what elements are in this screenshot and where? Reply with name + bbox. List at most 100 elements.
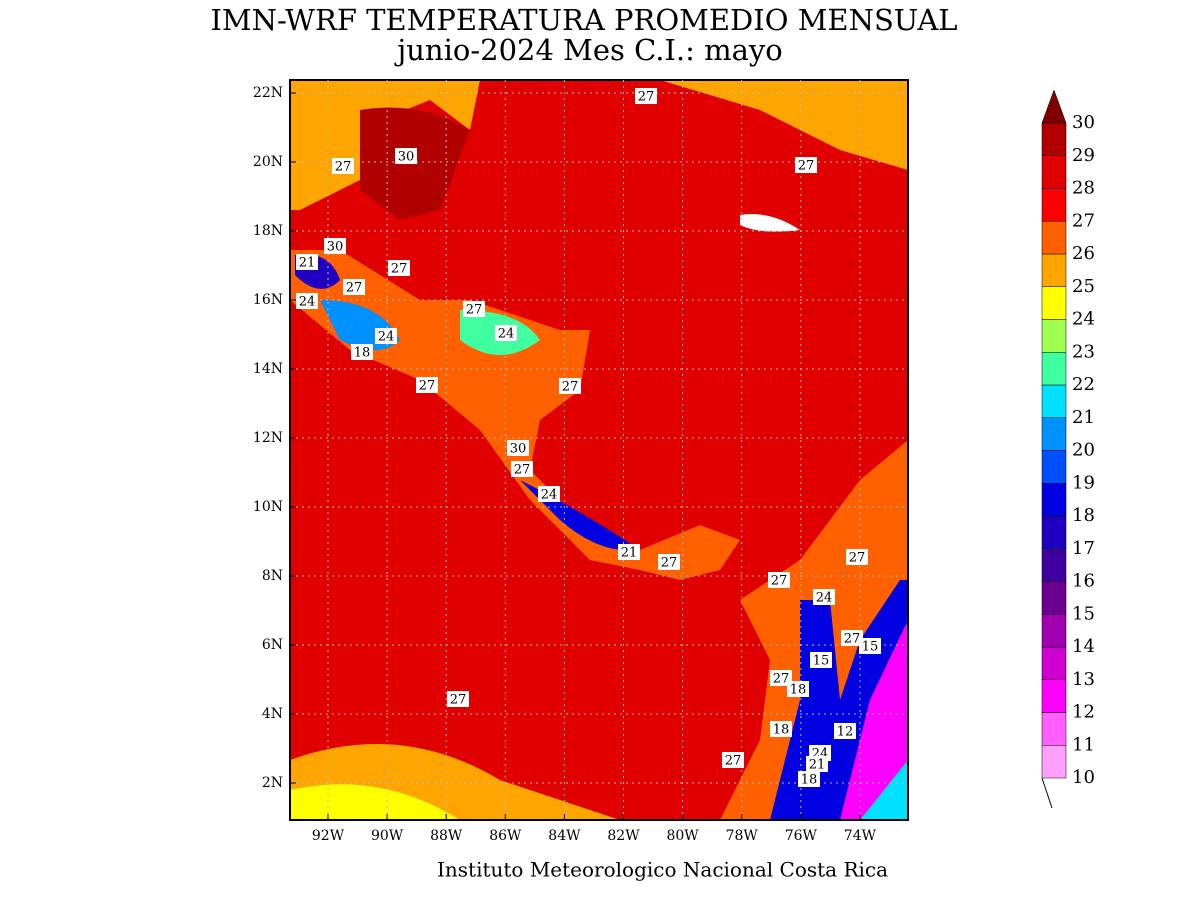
contour-label-box — [846, 549, 868, 565]
map-field — [290, 80, 908, 820]
contour-label: 24 — [816, 591, 833, 606]
colorbar-label: 15 — [1072, 603, 1095, 624]
lat-label: 6N — [262, 637, 283, 653]
contour-label-box — [859, 638, 881, 654]
credit: Instituto Meteorologico Nacional Costa R… — [437, 858, 888, 882]
contour-label-box — [507, 440, 529, 456]
contour-label: 15 — [813, 654, 830, 669]
colorbar-swatch — [1041, 221, 1067, 255]
contour-label: 30 — [510, 442, 527, 457]
lat-label: 8N — [262, 568, 283, 584]
contour-label-box — [395, 148, 417, 164]
region — [860, 760, 908, 820]
lon-label: 82W — [607, 828, 640, 844]
contour-label-box — [787, 681, 809, 697]
contour-label-box — [806, 756, 828, 772]
contour-label: 27 — [562, 380, 579, 395]
colorbar-label: 18 — [1072, 505, 1095, 526]
colorbar-swatch — [1041, 483, 1067, 517]
contour-label: 27 — [346, 281, 363, 296]
colorbar-label: 20 — [1072, 440, 1095, 461]
contour-label: 18 — [354, 346, 371, 361]
colorbar-swatch — [1041, 646, 1067, 680]
colorbar-swatch — [1041, 319, 1067, 353]
contour-label-box — [768, 572, 790, 588]
contour-label-box — [770, 670, 792, 686]
lon-label: 84W — [548, 828, 581, 844]
contour-label: 18 — [773, 723, 790, 738]
lat-label: 18N — [253, 223, 283, 239]
lat-label: 16N — [253, 292, 283, 308]
contour-label: 18 — [790, 683, 807, 698]
colorbar-label: 26 — [1072, 243, 1095, 264]
contour-label-box — [841, 630, 863, 646]
contour-label: 18 — [801, 773, 818, 788]
title: IMN-WRF TEMPERATURA PROMEDIO MENSUAL — [210, 3, 957, 37]
colorbar-swatch — [1041, 581, 1067, 615]
region — [290, 80, 480, 210]
region — [290, 784, 460, 820]
colorbar-swatch — [1041, 745, 1067, 779]
lat-label: 14N — [253, 361, 283, 377]
contour-label-box — [447, 691, 469, 707]
colorbar-swatch — [1041, 122, 1067, 156]
lon-label: 74W — [844, 828, 877, 844]
contour-label: 27 — [661, 556, 678, 571]
contour-label-box — [388, 260, 410, 276]
contour-label-box — [511, 461, 533, 477]
colorbar-label: 21 — [1072, 407, 1095, 428]
colorbar-label: 12 — [1072, 702, 1095, 723]
colorbar-label: 11 — [1072, 734, 1095, 755]
contour-label-box — [658, 554, 680, 570]
contour-label-box — [810, 652, 832, 668]
colorbar-label: 17 — [1072, 538, 1095, 559]
colorbar-arrow — [1041, 89, 1067, 124]
lon-label: 90W — [371, 828, 404, 844]
lat-label: 22N — [253, 85, 283, 101]
colorbar-label: 13 — [1072, 669, 1095, 690]
colorbar-swatch — [1041, 155, 1067, 189]
contour-label: 30 — [327, 240, 344, 255]
lat-label: 12N — [253, 430, 283, 446]
contour-label-box — [375, 328, 397, 344]
lon-label: 80W — [666, 828, 699, 844]
colorbar-label: 29 — [1072, 145, 1095, 166]
contour-label-box — [416, 377, 438, 393]
island — [740, 214, 800, 232]
contour-label: 27 — [773, 672, 790, 687]
contour-label-box — [798, 771, 820, 787]
contour-label: 27 — [638, 90, 655, 105]
contour-label: 27 — [844, 632, 861, 647]
lon-label: 86W — [489, 828, 522, 844]
contour-label: 15 — [862, 640, 879, 655]
colorbar-swatch — [1041, 352, 1067, 386]
contour-label-box — [559, 378, 581, 394]
colorbar-label: 19 — [1072, 472, 1095, 493]
contour-label: 27 — [849, 551, 866, 566]
contour-label-box — [332, 158, 354, 174]
contour-label-box — [351, 344, 373, 360]
contour-label: 27 — [466, 303, 483, 318]
colorbar-swatch — [1041, 450, 1067, 484]
colorbar-label: 23 — [1072, 341, 1095, 362]
contour-label-box — [722, 752, 744, 768]
contour-label: 27 — [514, 463, 531, 478]
contour-label: 24 — [498, 327, 515, 342]
lon-label: 76W — [785, 828, 818, 844]
contour-label-box — [495, 325, 517, 341]
lon-label: 92W — [312, 828, 345, 844]
colorbar-label: 14 — [1072, 636, 1095, 657]
colorbar-swatch — [1041, 548, 1067, 582]
contour-label-box — [834, 723, 856, 739]
contour-label-box — [296, 254, 318, 270]
colorbar-swatch — [1041, 515, 1067, 549]
contour-label: 27 — [798, 159, 815, 174]
contour-label-box — [343, 279, 365, 295]
contour-label-box — [296, 293, 318, 309]
colorbar-swatch — [1041, 417, 1067, 451]
contour-label: 21 — [621, 546, 638, 561]
colorbar-label: 16 — [1072, 571, 1095, 592]
lon-label: 78W — [726, 828, 759, 844]
lat-label: 2N — [262, 775, 283, 791]
